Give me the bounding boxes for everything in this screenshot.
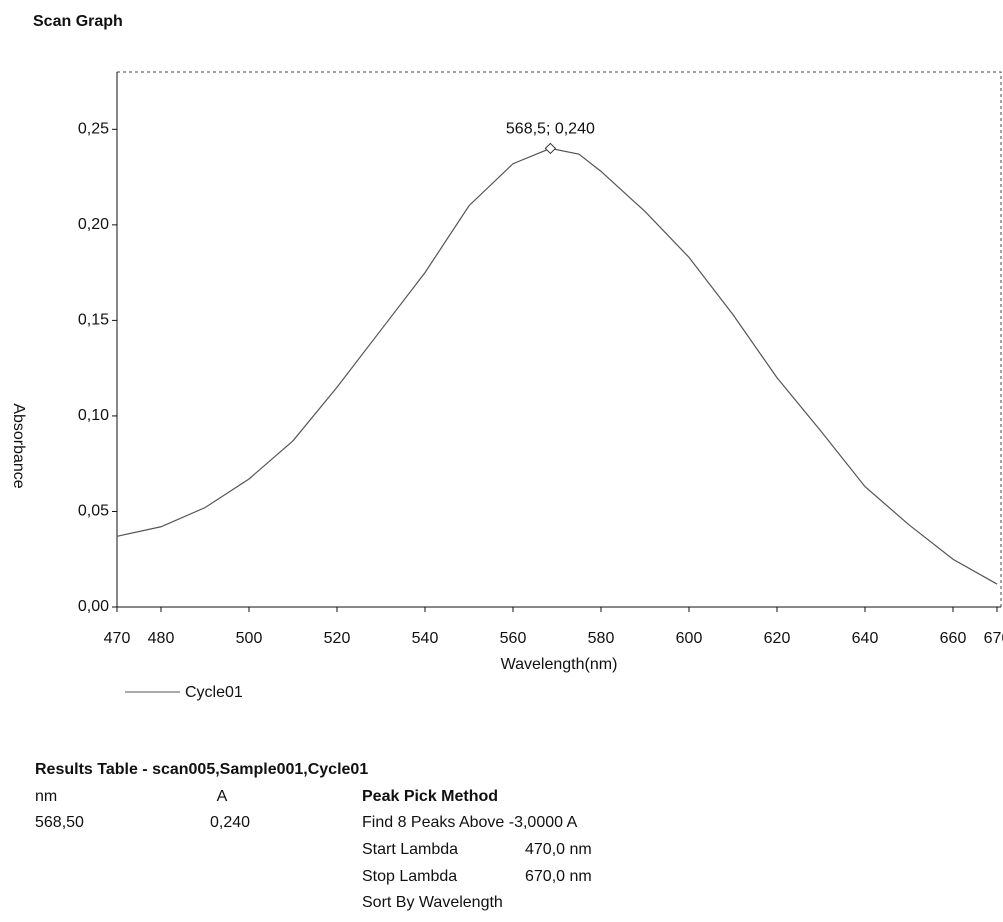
x-tick-label: 600: [676, 630, 703, 647]
x-tick-label: 640: [852, 630, 879, 647]
x-tick-label: 520: [324, 630, 351, 647]
method-text: Find 8 Peaks Above -3,0000 A: [362, 814, 578, 831]
plot-frame: [116, 71, 1002, 608]
method-title: Peak Pick Method: [362, 788, 498, 805]
y-tick-label: 0,00: [78, 598, 109, 615]
table-header: A: [217, 788, 228, 805]
x-tick-label: 620: [764, 630, 791, 647]
x-tick-label: 660: [940, 630, 967, 647]
x-tick-label: 580: [588, 630, 615, 647]
x-axis-label: Wavelength(nm): [501, 656, 618, 673]
method-text: 470,0 nm: [525, 841, 592, 858]
x-tick-label: 480: [148, 630, 175, 647]
x-tick-label: 540: [412, 630, 439, 647]
y-tick-label: 0,10: [78, 407, 109, 424]
method-text: Start Lambda: [362, 841, 458, 858]
results-title: Results Table - scan005,Sample001,Cycle0…: [35, 761, 368, 778]
data-line: [116, 147, 998, 585]
x-tick-label: 500: [236, 630, 263, 647]
method-text: Sort By Wavelength: [362, 894, 503, 911]
table-header: nm: [35, 788, 57, 805]
x-tick-label: 470: [104, 630, 131, 647]
y-tick-label: 0,20: [78, 216, 109, 233]
chart-title: Scan Graph: [33, 13, 123, 30]
method-text: 670,0 nm: [525, 868, 592, 885]
peak-label: 568,5; 0,240: [506, 121, 595, 138]
x-tick-label: 560: [500, 630, 527, 647]
y-tick-label: 0,05: [78, 503, 109, 520]
table-cell: 0,240: [210, 814, 250, 831]
legend-label: Cycle01: [185, 684, 243, 701]
y-tick-label: 0,15: [78, 312, 109, 329]
peak-marker: [544, 142, 557, 155]
y-axis-label: Absorbance: [10, 403, 27, 488]
method-text: Stop Lambda: [362, 868, 457, 885]
table-cell: 568,50: [35, 814, 84, 831]
y-tick-label: 0,25: [78, 121, 109, 138]
x-tick-label: 670: [984, 630, 1003, 647]
